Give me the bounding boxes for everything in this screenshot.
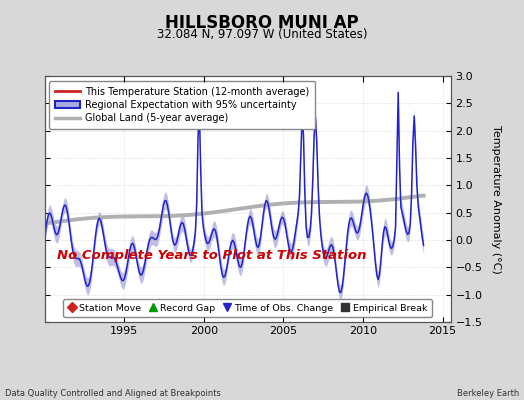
Y-axis label: Temperature Anomaly (°C): Temperature Anomaly (°C) [491, 125, 501, 273]
Legend: Station Move, Record Gap, Time of Obs. Change, Empirical Break: Station Move, Record Gap, Time of Obs. C… [63, 299, 432, 317]
Text: Berkeley Earth: Berkeley Earth [456, 389, 519, 398]
Text: 32.084 N, 97.097 W (United States): 32.084 N, 97.097 W (United States) [157, 28, 367, 41]
Text: No Complete Years to Plot at This Station: No Complete Years to Plot at This Statio… [57, 249, 366, 262]
Text: Data Quality Controlled and Aligned at Breakpoints: Data Quality Controlled and Aligned at B… [5, 389, 221, 398]
Text: HILLSBORO MUNI AP: HILLSBORO MUNI AP [165, 14, 359, 32]
